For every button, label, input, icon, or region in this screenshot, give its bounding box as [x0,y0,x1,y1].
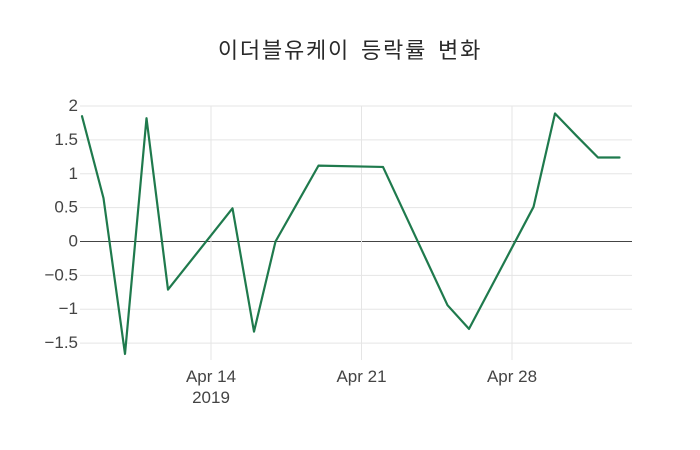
svg-text:Apr 21: Apr 21 [336,367,386,386]
svg-text:1.5: 1.5 [54,130,78,149]
svg-text:0: 0 [69,232,78,251]
svg-text:−0.5: −0.5 [44,265,78,284]
svg-text:2: 2 [69,96,78,115]
svg-text:−1.5: −1.5 [44,333,78,352]
svg-text:0.5: 0.5 [54,198,78,217]
svg-text:2019: 2019 [192,388,230,407]
svg-text:Apr 28: Apr 28 [487,367,537,386]
svg-text:1: 1 [69,164,78,183]
svg-text:Apr 14: Apr 14 [186,367,236,386]
svg-text:−1: −1 [59,299,78,318]
